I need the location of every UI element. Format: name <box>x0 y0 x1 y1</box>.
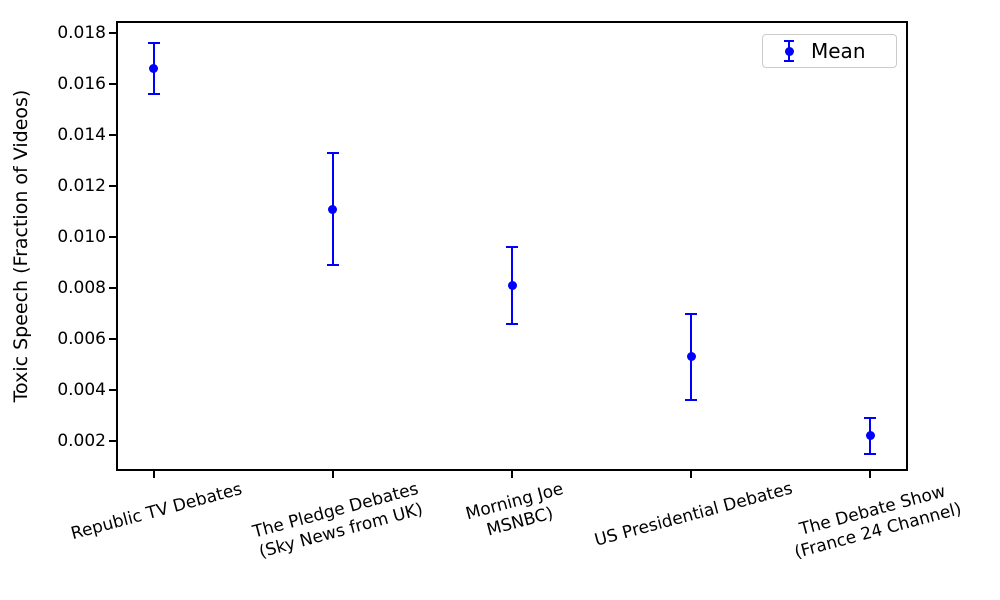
y-tick-mark <box>109 185 116 188</box>
y-axis-label: Toxic Speech (Fraction of Videos) <box>10 89 32 403</box>
legend: Mean <box>762 34 897 68</box>
x-tick-mark <box>690 471 693 478</box>
y-tick-label: 0.014 <box>57 125 106 146</box>
y-tick-mark <box>109 134 116 137</box>
y-tick-label: 0.002 <box>57 430 106 451</box>
y-tick-mark <box>109 83 116 86</box>
mean-marker <box>865 431 875 441</box>
y-tick-label: 0.016 <box>57 74 106 95</box>
x-tick-mark <box>331 471 334 478</box>
error-bar-cap <box>326 264 339 267</box>
error-bar-cap <box>147 93 160 96</box>
y-tick-label: 0.004 <box>57 379 106 400</box>
x-tick-mark <box>511 471 513 478</box>
plot-area <box>116 21 908 471</box>
error-bar-cap <box>147 42 160 45</box>
x-tick-label: Republic TV Debates <box>68 478 245 544</box>
mean-marker <box>686 352 696 362</box>
error-bar-cap <box>685 312 698 315</box>
x-tick-mark <box>869 471 872 478</box>
legend-mean-label: Mean <box>811 39 866 63</box>
x-tick-label: Morning Joe MSNBC) <box>463 478 566 541</box>
y-tick-mark <box>109 388 116 391</box>
y-tick-label: 0.018 <box>57 23 106 44</box>
error-bar-cap <box>864 417 877 420</box>
error-bar-cap <box>506 246 518 249</box>
y-tick-label: 0.008 <box>57 278 106 299</box>
y-tick-mark <box>109 236 116 239</box>
y-tick-label: 0.010 <box>57 227 106 248</box>
error-bar-cap <box>506 322 518 325</box>
error-bar-cap <box>326 151 339 154</box>
y-tick-mark <box>109 338 116 341</box>
error-bar-cap <box>864 452 877 455</box>
mean-marker <box>507 281 517 290</box>
mean-marker <box>328 204 338 214</box>
x-tick-label: US Presidential Debates <box>592 478 795 552</box>
x-tick-mark <box>152 471 155 478</box>
y-tick-mark <box>109 439 116 442</box>
errorbar-mean-icon <box>783 40 795 62</box>
x-tick-label: The Debate Show (France 24 Channel) <box>792 481 964 564</box>
y-tick-mark <box>109 32 116 35</box>
y-tick-label: 0.012 <box>57 176 106 197</box>
y-tick-label: 0.006 <box>57 329 106 350</box>
error-bar-cap <box>685 399 698 402</box>
x-tick-label: The Pledge Debates (Sky News from UK) <box>250 479 425 563</box>
y-tick-mark <box>109 287 116 290</box>
mean-marker <box>149 64 159 74</box>
